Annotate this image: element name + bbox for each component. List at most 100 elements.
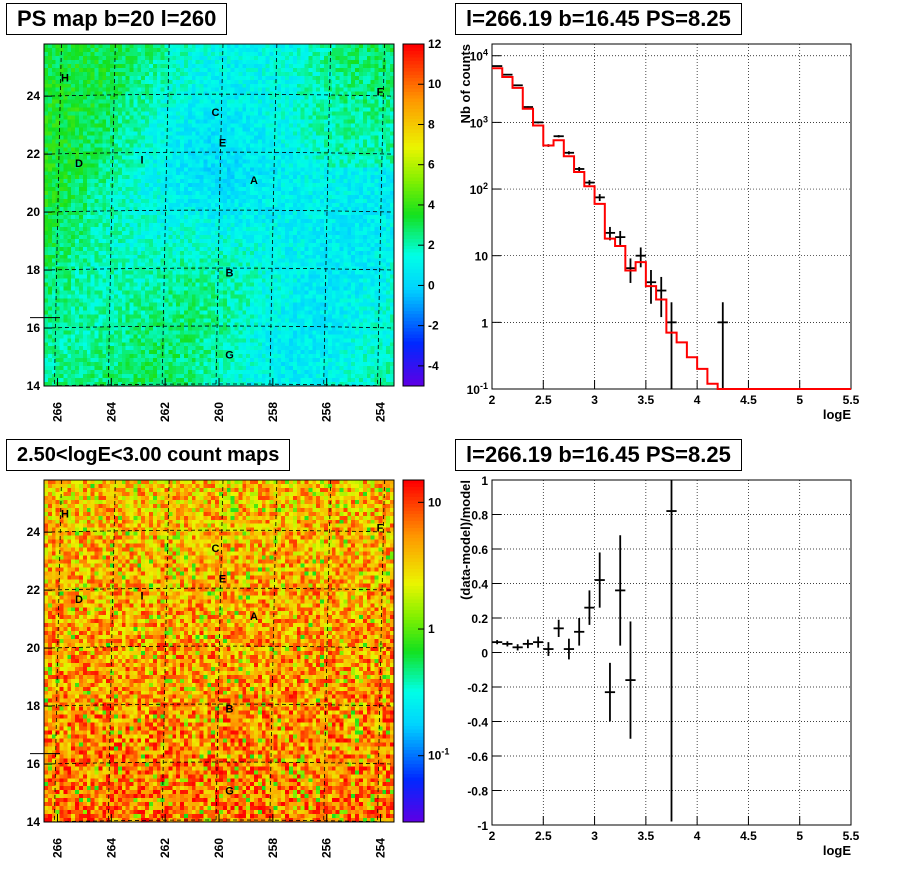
spectrum-y-tick-label: 102 xyxy=(470,181,488,197)
residual-y-tick-label: 0.8 xyxy=(471,509,488,523)
residual-x-tick-label: 3 xyxy=(591,829,598,843)
ps-map-x-tick-label: 258 xyxy=(266,402,280,422)
count-map-grid-parallel xyxy=(43,703,395,707)
ps-map-grid-meridian xyxy=(215,43,224,387)
ps-map-grid-parallel xyxy=(43,209,395,213)
ps-map-colorbar-frame xyxy=(402,43,425,387)
count-map-source-a: A xyxy=(250,611,258,623)
ps-map-source-b: B xyxy=(226,268,234,280)
count-map-x-tick-label: 256 xyxy=(320,838,334,858)
count-map-x-tick-label: 266 xyxy=(50,838,64,858)
ps-map-source-g: G xyxy=(225,350,234,362)
spectrum-x-axis-label: logE xyxy=(823,407,851,422)
spectrum-x-tick-label: 2 xyxy=(489,393,496,407)
count-map-grid-parallel xyxy=(43,819,395,823)
ps-map-source-c: C xyxy=(212,107,220,119)
ps-map-grid-parallel xyxy=(43,325,395,329)
count-map-grid-meridian xyxy=(215,479,224,823)
ps-map-grid-parallel xyxy=(43,383,395,387)
count-map-x-tick-label: 264 xyxy=(104,838,118,858)
spectrum-y-axis-label: Nb of counts xyxy=(458,44,473,123)
spectrum-title: l=266.19 b=16.45 PS=8.25 xyxy=(455,3,742,35)
spectrum-y-tick-label: 10-1 xyxy=(467,381,488,397)
count-map-grid-meridian xyxy=(323,479,332,823)
spectrum-x-tick-label: 4 xyxy=(694,393,701,407)
spectrum-model-line xyxy=(492,67,851,390)
residual-y-tick-label: 1 xyxy=(481,474,488,488)
spectrum-y-tick-label: 1 xyxy=(481,316,488,330)
ps-map-y-tick-label: 24 xyxy=(27,89,41,103)
count-map-y-tick-label: 18 xyxy=(27,699,41,713)
ps-map-source-i: I xyxy=(140,155,143,167)
ps-map-grid-meridian xyxy=(323,43,332,387)
count-map-grid-meridian xyxy=(54,479,62,823)
ps-map-source-a: A xyxy=(250,175,258,187)
count-map-y-tick-label: 22 xyxy=(27,583,41,597)
residual-title: l=266.19 b=16.45 PS=8.25 xyxy=(455,439,742,471)
count-map-y-tick-label: 16 xyxy=(27,757,41,771)
count-colorbar-tick-label: 1 xyxy=(428,622,435,636)
count-map-grid-meridian xyxy=(107,479,116,823)
ps-map-colorbar xyxy=(403,44,424,386)
count-map-grid-meridian xyxy=(377,479,385,823)
residual-y-tick-label: 0.4 xyxy=(471,578,488,592)
count-map-colorbar-frame xyxy=(402,479,425,823)
spectrum-x-tick-label: 5 xyxy=(796,393,803,407)
ps-map-x-tick-label: 256 xyxy=(320,402,334,422)
count-map-grid-meridian xyxy=(161,479,170,823)
residual-y-tick-label: -1 xyxy=(477,819,488,833)
count-colorbar-tick-label: 10 xyxy=(428,495,442,509)
spectrum-y-tick-label: 10 xyxy=(475,250,489,264)
count-map-y-tick-label: 20 xyxy=(27,641,41,655)
count-map-x-tick-label: 262 xyxy=(158,838,172,858)
spectrum-x-tick-label: 2.5 xyxy=(535,393,552,407)
count-colorbar-tick-label: 10-1 xyxy=(428,747,449,763)
ps-map-source-f: F xyxy=(377,86,384,98)
count-map-colorbar xyxy=(403,480,424,822)
residual-x-tick-label: 5.5 xyxy=(843,829,860,843)
ps-map-source-e: E xyxy=(219,138,226,150)
count-map-source-g: G xyxy=(225,786,234,798)
ps-map-x-tick-label: 264 xyxy=(104,402,118,422)
ps-map-y-tick-label: 18 xyxy=(27,263,41,277)
ps-map-grid-parallel xyxy=(43,151,395,155)
ps-colorbar-tick-label: 4 xyxy=(428,198,435,212)
residual-x-tick-label: 4 xyxy=(694,829,701,843)
ps-map-source-h: H xyxy=(61,73,69,85)
residual-x-tick-label: 4.5 xyxy=(740,829,757,843)
ps-colorbar-tick-label: 10 xyxy=(428,77,442,91)
ps-map-y-tick-label: 22 xyxy=(27,147,41,161)
ps-map-y-tick-label: 20 xyxy=(27,205,41,219)
ps-map-grid-meridian xyxy=(54,43,62,387)
count-map-source-f: F xyxy=(377,522,384,534)
residual-x-axis-label: logE xyxy=(823,843,851,858)
count-map-x-tick-label: 254 xyxy=(374,838,388,858)
count-map-source-d: D xyxy=(75,594,83,606)
count-map-source-h: H xyxy=(61,509,69,521)
ps-map-x-tick-label: 260 xyxy=(212,402,226,422)
count-map-x-tick-label: 260 xyxy=(212,838,226,858)
residual-y-axis-label: (data-model)/model xyxy=(458,480,473,600)
ps-colorbar-tick-label: 2 xyxy=(428,238,435,252)
spectrum-x-tick-label: 4.5 xyxy=(740,393,757,407)
ps-map-y-tick-label: 16 xyxy=(27,321,41,335)
ps-colorbar-tick-label: 0 xyxy=(428,278,435,292)
ps-map-x-tick-label: 254 xyxy=(374,402,388,422)
count-map-title: 2.50<logE<3.00 count maps xyxy=(6,439,291,471)
count-map-source-c: C xyxy=(212,543,220,555)
count-map-source-i: I xyxy=(140,591,143,603)
spectrum-x-tick-label: 5.5 xyxy=(843,393,860,407)
count-map-source-e: E xyxy=(219,574,226,586)
count-map-y-tick-label: 24 xyxy=(27,525,41,539)
count-map-grid-parallel xyxy=(43,645,395,649)
count-map-x-tick-label: 258 xyxy=(266,838,280,858)
count-map-y-tick-label: 14 xyxy=(27,815,41,829)
count-map-grid-parallel xyxy=(43,761,395,765)
residual-x-tick-label: 2.5 xyxy=(535,829,552,843)
ps-colorbar-tick-label: 12 xyxy=(428,37,442,51)
spectrum-x-tick-label: 3 xyxy=(591,393,598,407)
residual-x-tick-label: 3.5 xyxy=(638,829,655,843)
count-map-grid-meridian xyxy=(269,479,278,823)
ps-colorbar-tick-label: 8 xyxy=(428,117,435,131)
spectrum-y-tick-label: 103 xyxy=(470,114,488,130)
